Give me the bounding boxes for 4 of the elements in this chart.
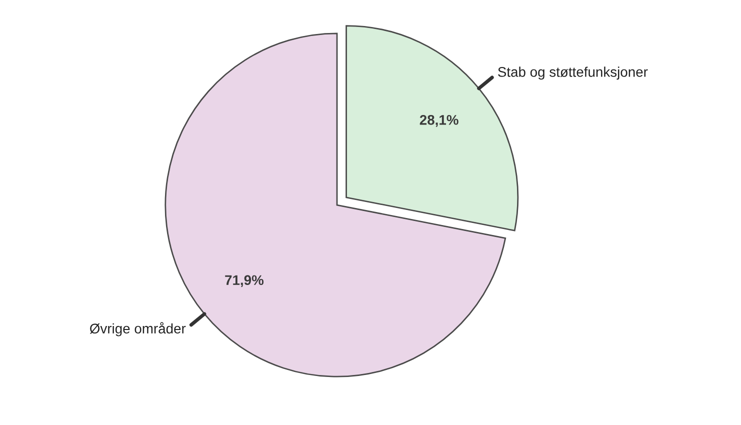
slice-label: Stab og støttefunksjoner: [498, 66, 648, 80]
slice-label: Øvrige områder: [90, 322, 186, 336]
data-label: 71,9%: [225, 275, 264, 288]
data-label: 28,1%: [420, 114, 458, 127]
